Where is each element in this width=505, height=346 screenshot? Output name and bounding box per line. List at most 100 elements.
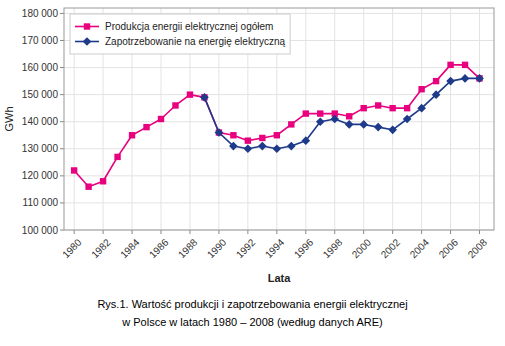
x-axis-label: Lata (268, 272, 292, 284)
x-grid-line (305, 8, 306, 230)
marker (346, 113, 352, 119)
series-line (204, 78, 479, 148)
y-grid-line (64, 175, 494, 176)
y-tick (60, 67, 64, 68)
y-tick-label: 110 000 (23, 197, 59, 208)
x-tick (103, 230, 104, 234)
marker (475, 74, 484, 83)
marker (301, 136, 310, 145)
x-ticks: 1980198219841986198819901992199419961998… (60, 230, 489, 260)
y-grid-line (64, 202, 494, 203)
x-tick (218, 230, 219, 234)
marker (317, 110, 323, 116)
x-grid-line (363, 8, 364, 230)
marker (375, 102, 381, 108)
marker (374, 123, 383, 132)
y-tick (60, 94, 64, 95)
marker (359, 120, 368, 129)
marker (345, 120, 354, 129)
x-grid-line (421, 8, 422, 230)
marker (143, 124, 149, 130)
marker (447, 62, 453, 68)
marker (462, 62, 468, 68)
y-tick-label: 120 000 (22, 170, 59, 181)
y-grid-line (64, 121, 494, 122)
marker (187, 91, 193, 97)
x-grid-line (479, 8, 480, 230)
marker (330, 115, 339, 124)
x-tick-label: 1990 (205, 236, 229, 260)
marker (100, 178, 106, 184)
marker (288, 121, 294, 127)
legend-entry: Zapotrzebowanie na energię elektryczną (75, 36, 286, 47)
marker (446, 77, 455, 86)
marker (85, 183, 91, 189)
x-tick-label: 1984 (118, 236, 142, 260)
x-tick-label: 2004 (408, 236, 432, 260)
marker (287, 142, 296, 151)
x-tick-label: 2000 (350, 236, 374, 260)
legend-entry: Produkcja energii elektrycznej ogółem (75, 21, 273, 32)
x-tick (189, 230, 190, 234)
series-group (71, 62, 484, 190)
x-tick (450, 230, 451, 234)
x-grid-line (450, 8, 451, 230)
legend-box (70, 14, 290, 54)
legend-label: Zapotrzebowanie na energię elektryczną (105, 36, 286, 47)
marker (273, 144, 282, 153)
y-tick (60, 40, 64, 41)
legend-marker (84, 23, 90, 29)
y-tick (60, 175, 64, 176)
y-tick (60, 148, 64, 149)
x-tick (363, 230, 364, 234)
marker (432, 90, 441, 99)
marker (200, 93, 209, 102)
marker (259, 135, 265, 141)
x-tick-label: 1994 (263, 236, 287, 260)
x-tick (421, 230, 422, 234)
marker (418, 86, 424, 92)
marker (433, 78, 439, 84)
marker (404, 105, 410, 111)
x-tick-label: 1996 (292, 236, 316, 260)
y-tick-label: 140 000 (22, 116, 59, 127)
marker (360, 105, 366, 111)
x-grid-line (392, 8, 393, 230)
marker (258, 142, 267, 151)
x-tick (74, 230, 75, 234)
x-tick (392, 230, 393, 234)
marker (215, 128, 224, 137)
y-tick (60, 202, 64, 203)
y-ticks: 100 000110 000120 000130 000140 000150 0… (22, 8, 64, 236)
x-tick (161, 230, 162, 234)
marker (461, 74, 470, 83)
y-tick-label: 170 000 (22, 35, 59, 46)
marker (389, 105, 395, 111)
y-tick-label: 160 000 (22, 62, 59, 73)
marker (158, 116, 164, 122)
series-line (74, 65, 479, 187)
y-tick-label: 130 000 (22, 143, 59, 154)
legend-marker (83, 37, 92, 46)
plot-frame (64, 8, 494, 230)
x-tick-label: 2006 (437, 236, 461, 260)
marker (316, 117, 325, 126)
marker (114, 154, 120, 160)
x-tick (334, 230, 335, 234)
marker (172, 102, 178, 108)
x-tick-label: 1986 (147, 236, 171, 260)
x-tick (305, 230, 306, 234)
y-tick-label: 100 000 (22, 225, 59, 236)
x-tick (132, 230, 133, 234)
x-tick (276, 230, 277, 234)
marker (230, 132, 236, 138)
marker (403, 115, 412, 124)
legend-label: Produkcja energii elektrycznej ogółem (105, 21, 273, 32)
x-tick-label: 1982 (89, 236, 113, 260)
plot-area (64, 8, 494, 230)
marker (229, 142, 238, 151)
series (71, 62, 483, 190)
caption-subtitle: w Polsce w latach 1980 – 2008 (według da… (121, 316, 383, 328)
marker (245, 137, 251, 143)
y-tick (60, 230, 64, 231)
